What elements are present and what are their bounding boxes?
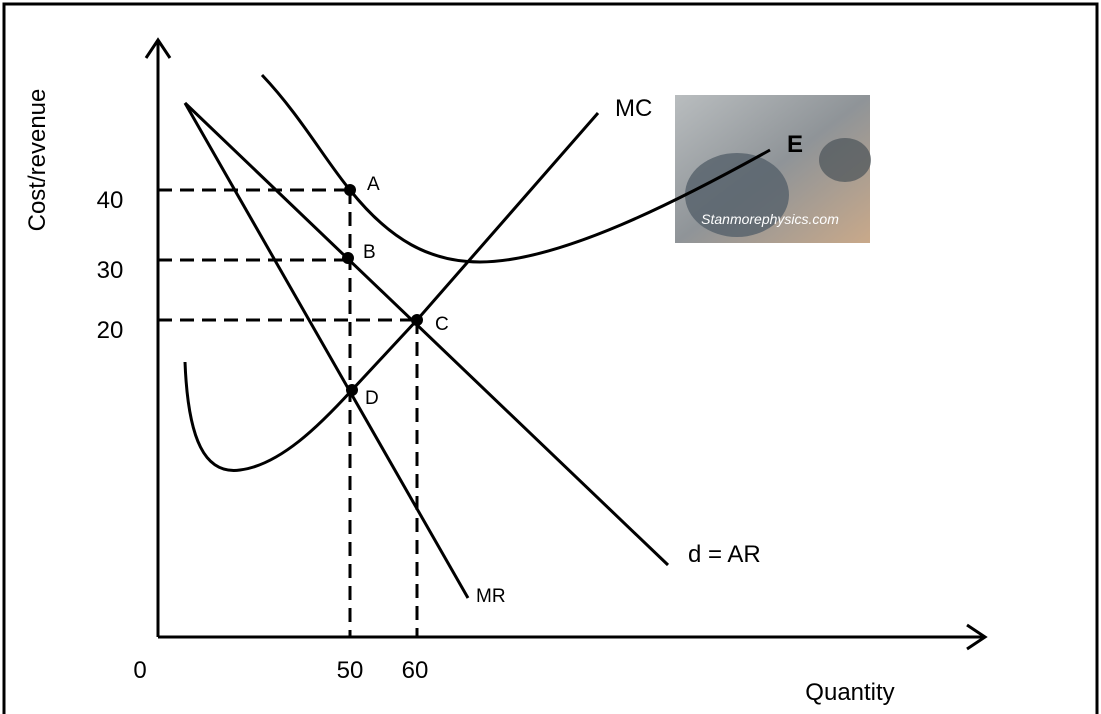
curve-label: d = AR	[688, 541, 761, 568]
x-tick-label: 60	[402, 657, 429, 684]
mc-curve	[183, 112, 600, 472]
x-tick-label: 50	[337, 657, 364, 684]
point-label: A	[367, 174, 380, 195]
guide-lines	[158, 188, 419, 637]
y-tick-label: 40	[97, 187, 124, 214]
point-label: D	[365, 388, 379, 409]
y-axis-label: Cost/revenue	[24, 89, 51, 232]
point-label: E	[787, 131, 803, 158]
curve-label: MR	[476, 586, 506, 607]
y-tick-label: 30	[97, 257, 124, 284]
ar-curve	[183, 101, 670, 567]
watermark-text: Stanmorephysics.com	[701, 211, 839, 227]
y-tick-label: 20	[97, 317, 124, 344]
x-axis-label: Quantity	[805, 679, 894, 706]
point-label: B	[363, 242, 376, 263]
watermark: Stanmorephysics.com	[675, 95, 871, 243]
axes	[144, 37, 988, 651]
ac-curve	[260, 73, 771, 264]
mr-curve	[183, 102, 470, 599]
curve-label: MC	[615, 95, 652, 122]
origin-label: 0	[133, 657, 146, 684]
points	[342, 184, 423, 396]
point-label: C	[435, 314, 449, 335]
